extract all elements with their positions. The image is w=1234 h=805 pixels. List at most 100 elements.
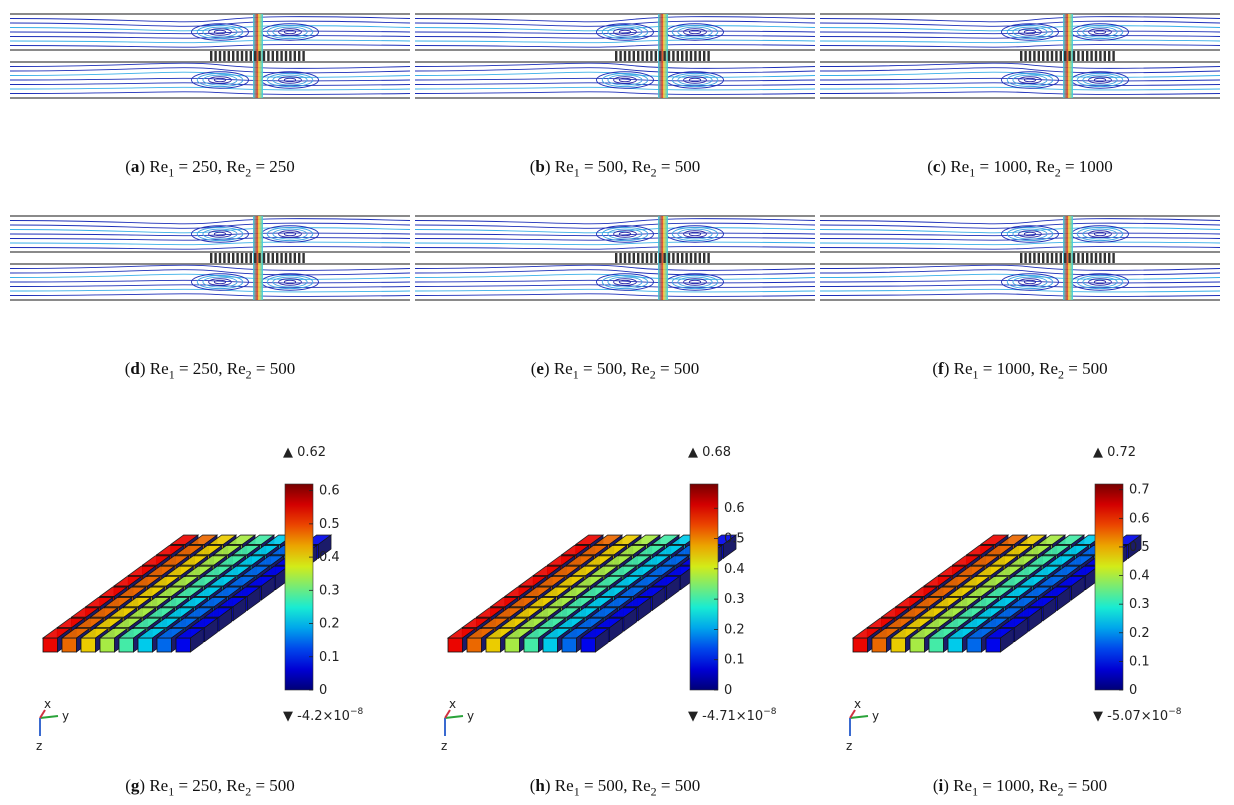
vortex-contour (666, 273, 724, 291)
plate-hole (214, 51, 217, 61)
axis-triad-icon (444, 709, 464, 736)
colorbar-tick-label: 0.7 (1129, 483, 1150, 498)
plate-hole (271, 253, 274, 263)
vortex-contour (666, 23, 724, 41)
plate-hole (615, 51, 618, 61)
vortex-contour (283, 29, 297, 35)
vortex-contour (1093, 77, 1107, 83)
plate-hole (703, 51, 706, 61)
plate-hole (210, 253, 213, 263)
plate-hole (641, 51, 644, 61)
streamline (819, 62, 1221, 69)
plate-hole (302, 51, 305, 61)
plate-hole (1108, 51, 1111, 61)
streamline (819, 39, 1221, 44)
streamline (819, 273, 1221, 280)
plate-hole (258, 51, 261, 61)
jet-column (658, 216, 668, 300)
plate-hole (298, 51, 301, 61)
plate-hole (232, 253, 235, 263)
streamline (414, 218, 816, 225)
heat-block (79, 628, 110, 653)
vortex-contour (266, 24, 314, 40)
vortex-contour (1023, 231, 1037, 237)
vortex-contour (196, 274, 244, 290)
colorbar-tick-label: 0 (1129, 683, 1137, 698)
plate-hole (1055, 253, 1058, 263)
vortex-contour (666, 225, 724, 243)
colorbar-tick-label: 0.1 (724, 653, 745, 668)
streamline (819, 91, 1221, 95)
plate-hole (218, 51, 222, 61)
caption-e: (e) Re1 = 500, Re2 = 500 (530, 359, 700, 382)
vortex-contour (601, 226, 649, 242)
streamline (9, 39, 411, 44)
plate-hole (698, 51, 701, 61)
axis-y-label: y (467, 709, 474, 723)
plate-hole (289, 253, 292, 263)
plate-hole (645, 253, 649, 263)
vortex-contour (266, 226, 314, 242)
streamline (9, 16, 411, 23)
plate-hole (214, 253, 217, 263)
axis-y-label: y (62, 709, 69, 723)
plate-hole (1033, 51, 1036, 61)
block-plot-svg: 0 0.1 0.2 0.3 0.4 0.5 0.6 ▲ 0.68 ▼ -4.71×10−8 xy z (441, 445, 777, 753)
streamline (819, 20, 1221, 27)
vortex-contour (278, 230, 302, 238)
vortex-contour (601, 274, 649, 290)
plate-hole (654, 253, 657, 263)
streamline (9, 246, 411, 250)
vortex-contour (683, 76, 707, 84)
vortex-contour (601, 72, 649, 88)
block-plot-svg: 0 0.1 0.2 0.3 0.4 0.5 0.6 ▲ 0.62 ▼ -4.2×10−8 xy z (36, 445, 363, 753)
vortex-contour (683, 278, 707, 286)
vortex-contour (272, 276, 308, 288)
vortex-contour (683, 230, 707, 238)
vortex-contour (278, 28, 302, 36)
plate-hole (619, 51, 622, 61)
plate-hole (249, 253, 252, 263)
vortex-contour (272, 74, 308, 86)
colorbar-tick-label: 0.3 (1129, 597, 1150, 612)
jet-column (253, 216, 263, 300)
streamline (9, 293, 411, 297)
vortex-contour (213, 279, 227, 285)
plate-hole (249, 51, 252, 61)
colorbar (284, 483, 314, 691)
streamline (9, 62, 411, 69)
vortex-contour (278, 76, 302, 84)
plate-hole (293, 253, 296, 263)
vortex-contour (1076, 226, 1124, 242)
plate-hole (632, 51, 635, 61)
vortex-contour (1082, 276, 1118, 288)
colorbar-tick-label: 0.1 (319, 650, 340, 665)
plate-hole (280, 253, 283, 263)
vortex-contour (601, 24, 649, 40)
plate-hole (1046, 253, 1049, 263)
caption-c: (c) Re1 = 1000, Re2 = 1000 (927, 157, 1113, 180)
vortex-contour (1082, 26, 1118, 38)
vortex-contour (596, 23, 654, 41)
streamline (9, 237, 411, 241)
plate-hole (284, 51, 288, 61)
plate-hole (1020, 51, 1023, 61)
vortex-contour (1012, 26, 1048, 38)
streamline (9, 241, 411, 246)
plate-hole (227, 51, 230, 61)
vortex-contour (266, 274, 314, 290)
colorbar-tick-label: 0.6 (1129, 511, 1150, 526)
plate-hole (1086, 253, 1089, 263)
caption-f: (f) Re1 = 1000, Re2 = 500 (932, 359, 1108, 382)
plate-hole (1033, 253, 1036, 263)
streamline-svg (819, 13, 1221, 99)
plate-hole (1037, 51, 1040, 61)
max-value-label: ▲ 0.62 (283, 445, 326, 460)
plate-hole (232, 51, 235, 61)
min-value-label: ▼ -4.71×10−8 (688, 707, 777, 724)
vortex-contour (283, 231, 297, 237)
streamline (9, 71, 411, 78)
plate-hole (1050, 51, 1054, 61)
streamline (819, 35, 1221, 39)
plate-hole (293, 51, 296, 61)
